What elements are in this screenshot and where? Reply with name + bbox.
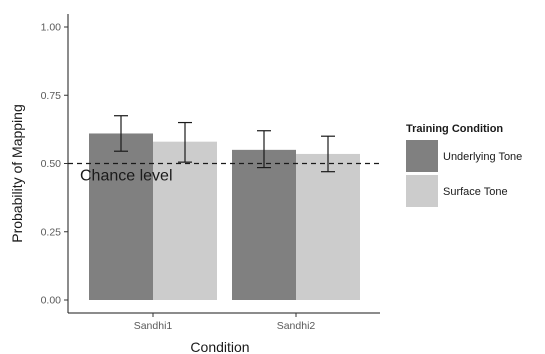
legend-label: Surface Tone <box>443 186 508 198</box>
y-tick-label: 0.25 <box>41 226 62 238</box>
legend-label: Underlying Tone <box>443 151 522 163</box>
y-tick-label: 0.75 <box>41 90 62 102</box>
legend-swatch <box>406 175 438 207</box>
reference-line-layer: Chance level <box>68 162 380 185</box>
bar-sandhi1-surface-tone <box>153 141 217 300</box>
x-axis-title: Condition <box>190 339 249 354</box>
bars-layer <box>89 133 360 300</box>
y-tick-label: 0.00 <box>41 295 62 307</box>
legend-title: Training Condition <box>406 123 503 135</box>
legend: Training Condition Underlying Tone Surface… <box>406 123 522 207</box>
bar-sandhi2-surface-tone <box>296 153 360 300</box>
y-axis-title: Probability of Mapping <box>9 104 25 243</box>
x-tick-label: Sandhi2 <box>277 320 316 332</box>
chance-level-annotation: Chance level <box>80 168 173 185</box>
legend-swatch <box>406 140 438 172</box>
y-tick-label: 1.00 <box>41 22 62 34</box>
bar-sandhi2-underlying-tone <box>232 149 296 300</box>
x-tick-label: Sandhi1 <box>134 320 173 332</box>
axes-layer: 0.00 0.25 0.50 0.75 1.00 Sandhi1 Sandhi2 Condit… <box>9 14 380 354</box>
error-bars-layer <box>114 115 335 173</box>
y-tick-label: 0.50 <box>41 158 62 170</box>
bar-sandhi1-underlying-tone <box>89 133 153 300</box>
